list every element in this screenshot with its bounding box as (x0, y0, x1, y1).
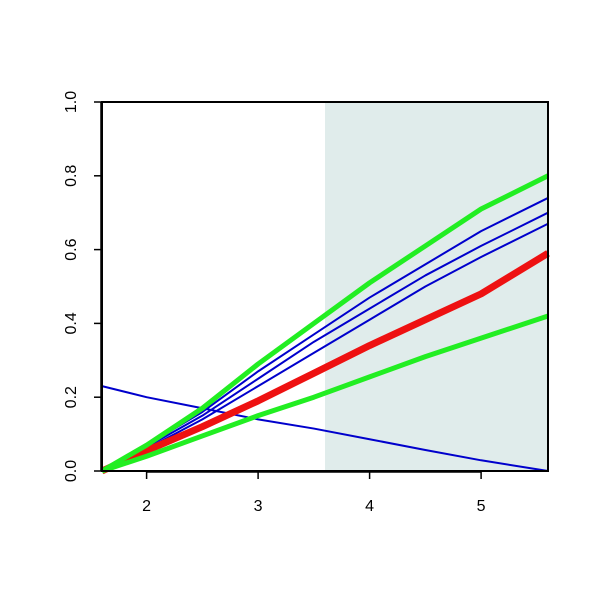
line-series (101, 385, 549, 472)
y-tick-label: 0.0 (63, 460, 80, 482)
line-series (100, 250, 550, 475)
shaded-region (325, 102, 548, 471)
y-tick-label: 0.4 (63, 312, 80, 334)
y-tick-label: 0.6 (63, 238, 80, 260)
x-tick-label: 3 (254, 498, 263, 515)
line-series (101, 211, 549, 472)
line-series (101, 313, 549, 474)
x-tick-label: 5 (477, 498, 486, 515)
x-tick-label: 4 (365, 498, 374, 515)
line-series (100, 173, 550, 474)
plot-box (101, 101, 549, 472)
y-tick-label: 1.0 (63, 91, 80, 113)
y-tick-label: 0.8 (63, 165, 80, 187)
x-tick-label: 2 (142, 498, 151, 515)
y-tick-label: 0.2 (63, 386, 80, 408)
